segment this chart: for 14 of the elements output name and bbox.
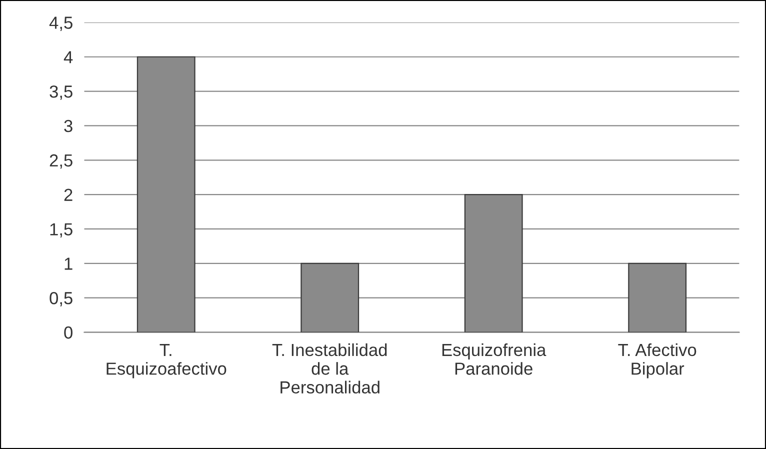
x-tick-label: Esquizofrenia Paranoide — [442, 343, 546, 375]
y-tick-label: 1,5 — [50, 223, 72, 238]
y-tick-label: 3 — [64, 120, 72, 132]
y-tick-label: 0,5 — [50, 292, 72, 306]
y-tick-label: 1 — [64, 258, 72, 270]
y-tick-label: 2,5 — [50, 154, 72, 169]
x-tick-label: T. Afectivo Bipolar — [618, 343, 696, 378]
y-tick-label: 4,5 — [49, 16, 72, 31]
x-tick-label: T. Esquizoafectivo — [106, 344, 226, 378]
y-tick-label: 4 — [64, 51, 73, 64]
y-tick-label: 0 — [64, 326, 72, 339]
y-tick-label: 2 — [64, 188, 72, 201]
y-tick-label: 3,5 — [50, 85, 72, 100]
x-tick-label: T. Inestabilidad de la Personalidad — [272, 343, 387, 394]
